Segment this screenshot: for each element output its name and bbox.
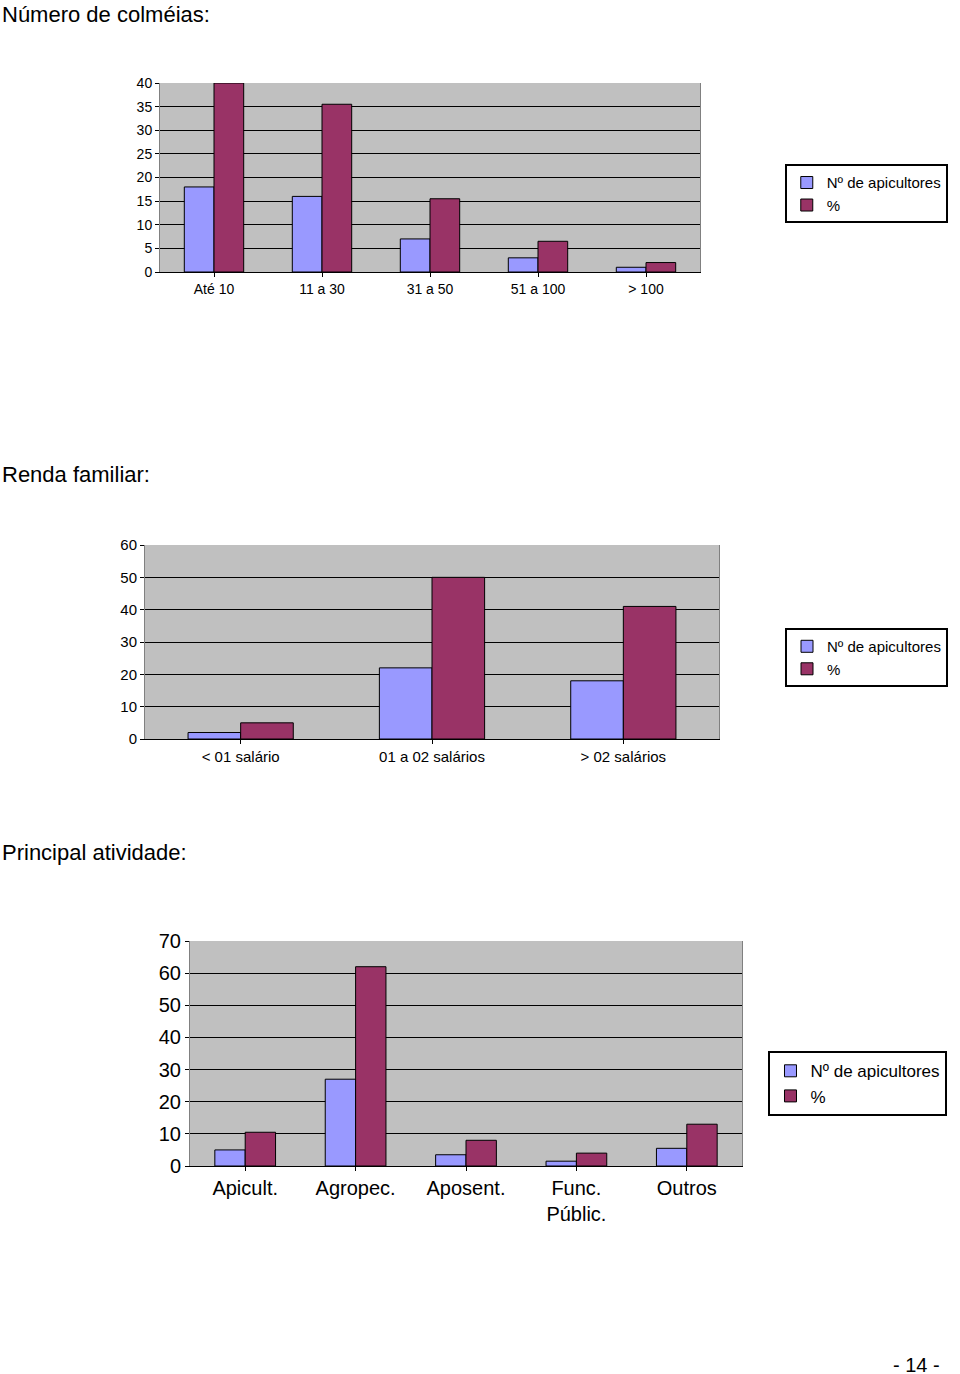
svg-text:01 a 02 salários: 01 a 02 salários [379,748,485,765]
svg-text:20: 20 [137,169,153,185]
svg-text:25: 25 [137,146,153,162]
svg-text:51 a 100: 51 a 100 [511,281,566,297]
svg-text:35: 35 [137,99,153,115]
svg-text:0: 0 [129,730,137,747]
svg-text:%: % [827,197,840,214]
svg-text:Nº de apicultores: Nº de apicultores [827,174,941,191]
svg-text:Até 10: Até 10 [194,281,235,297]
svg-text:Apicult.: Apicult. [212,1177,278,1199]
svg-text:0: 0 [170,1155,181,1177]
svg-text:40: 40 [120,601,137,618]
svg-text:40: 40 [159,1026,181,1048]
svg-text:Outros: Outros [657,1177,717,1199]
svg-text:20: 20 [120,666,137,683]
svg-text:50: 50 [159,994,181,1016]
svg-text:15: 15 [137,193,153,209]
svg-text:40: 40 [137,75,153,91]
svg-text:10: 10 [137,217,153,233]
svg-text:> 02 salários: > 02 salários [581,748,666,765]
svg-text:10: 10 [159,1123,181,1145]
svg-text:30: 30 [120,633,137,650]
svg-text:5: 5 [144,240,152,256]
svg-text:> 100: > 100 [628,281,664,297]
svg-text:< 01 salário: < 01 salário [202,748,280,765]
svg-text:60: 60 [120,536,137,553]
svg-text:Aposent.: Aposent. [427,1177,506,1199]
svg-text:30: 30 [159,1059,181,1081]
svg-text:Nº de apicultores: Nº de apicultores [827,638,941,655]
svg-text:31 a 50: 31 a 50 [407,281,454,297]
svg-text:70: 70 [159,930,181,952]
svg-text:Nº de apicultores: Nº de apicultores [810,1062,939,1081]
html-text:Principal atividade:: Principal atividade: [2,840,187,865]
svg-text:11 a 30: 11 a 30 [299,281,345,297]
html-text:Número de colméias:: Número de colméias: [2,2,210,27]
svg-text:%: % [827,661,840,678]
svg-text:0: 0 [144,264,152,280]
svg-text:10: 10 [120,698,137,715]
svg-text:%: % [810,1088,825,1107]
html-text:Renda familiar:: Renda familiar: [2,462,150,487]
svg-text:60: 60 [159,962,181,984]
svg-text:20: 20 [159,1091,181,1113]
svg-text:50: 50 [120,569,137,586]
svg-text:Agropec.: Agropec. [316,1177,396,1199]
svg-text:Func.Públic.: Func.Públic. [546,1177,606,1225]
svg-text:30: 30 [137,122,153,138]
